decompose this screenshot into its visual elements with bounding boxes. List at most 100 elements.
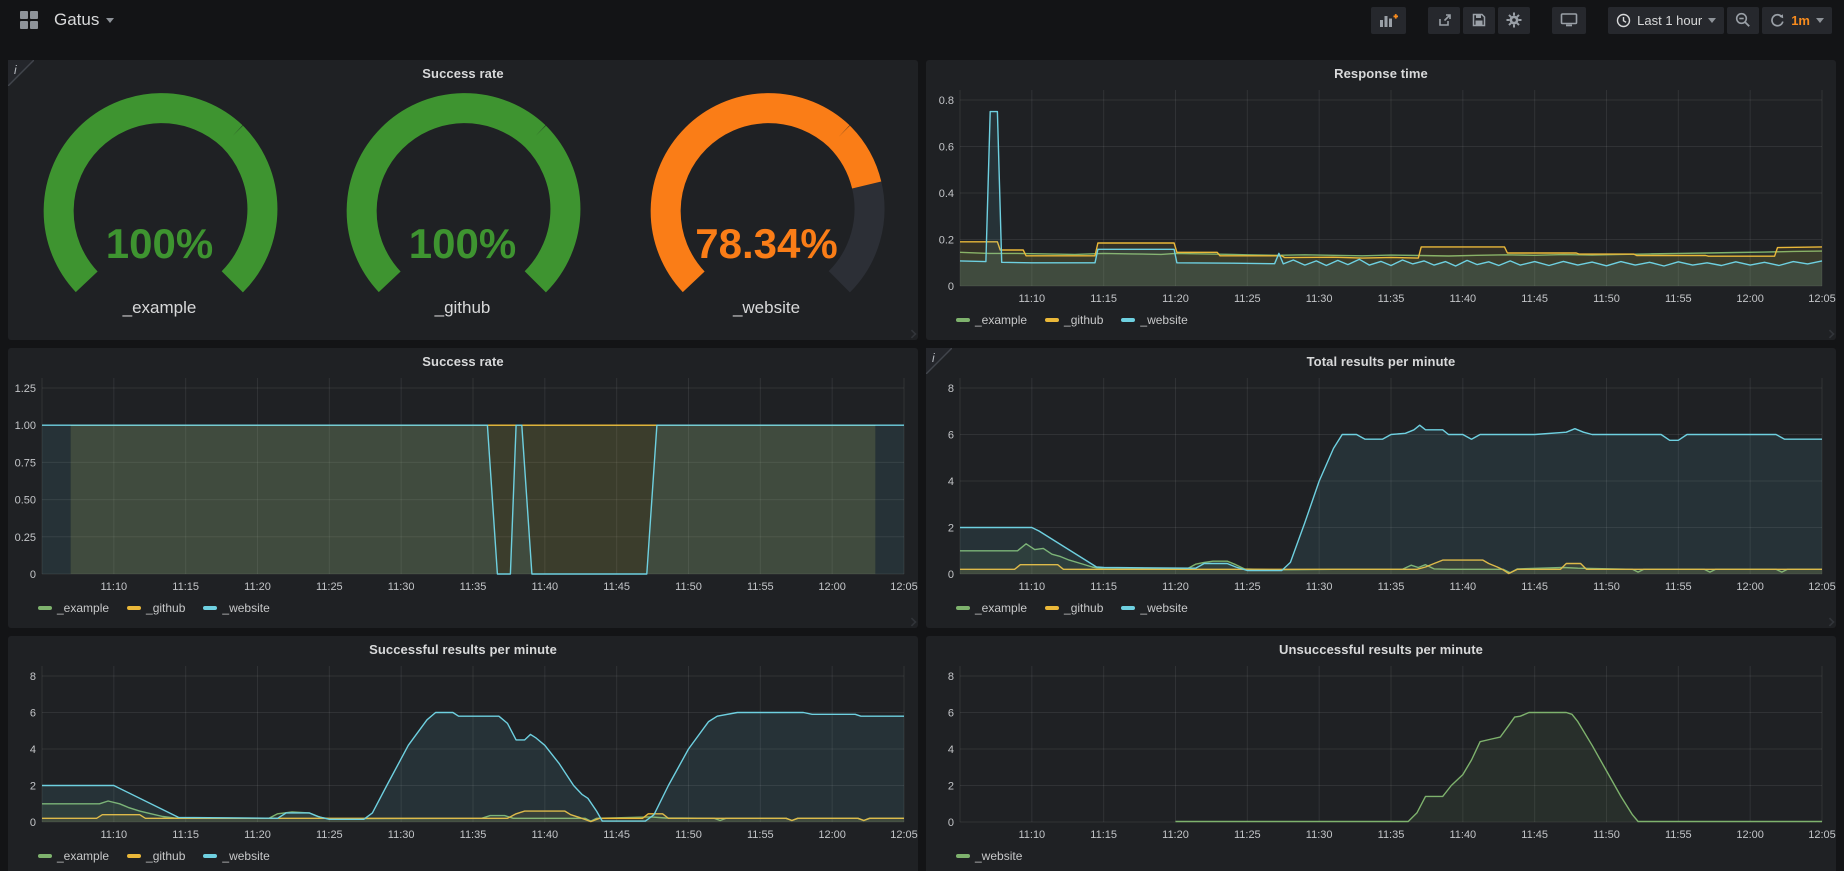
panel-success-rate-graph: Success rate 1.251.000.750.500.25011:101… bbox=[8, 348, 918, 628]
x-axis-tick: 11:10 bbox=[1018, 829, 1045, 841]
x-axis-tick: 11:50 bbox=[1593, 829, 1620, 841]
x-axis-tick: 11:55 bbox=[747, 829, 774, 841]
settings-button[interactable] bbox=[1498, 7, 1530, 34]
x-axis-tick: 11:35 bbox=[1378, 293, 1405, 305]
x-axis-tick: 11:15 bbox=[172, 829, 199, 841]
legend-item-_github[interactable]: _github bbox=[127, 601, 185, 615]
x-axis-tick: 11:30 bbox=[1306, 581, 1333, 593]
x-axis-tick: 11:50 bbox=[675, 581, 702, 593]
y-axis-tick: 2 bbox=[948, 523, 954, 535]
legend-item-_website[interactable]: _website bbox=[1121, 601, 1187, 615]
save-button[interactable] bbox=[1463, 7, 1495, 34]
x-axis-tick: 11:10 bbox=[1018, 581, 1045, 593]
time-range-picker[interactable]: Last 1 hour bbox=[1608, 7, 1724, 34]
legend-item-_website[interactable]: _website bbox=[1121, 313, 1187, 327]
legend-label: _example bbox=[57, 601, 109, 615]
x-axis-tick: 12:05 bbox=[1808, 581, 1836, 593]
x-axis-tick: 11:15 bbox=[1090, 293, 1117, 305]
clock-icon bbox=[1616, 13, 1631, 28]
y-axis-tick: 6 bbox=[948, 708, 954, 720]
legend-item-_website[interactable]: _website bbox=[203, 601, 269, 615]
y-axis-tick: 4 bbox=[30, 744, 36, 756]
y-axis-tick: 0.75 bbox=[15, 457, 36, 469]
legend-swatch bbox=[1045, 606, 1059, 610]
legend-label: _website bbox=[222, 601, 269, 615]
legend-swatch bbox=[38, 606, 52, 610]
chart-svg: 8642011:1011:1511:2011:2511:3011:3511:40… bbox=[926, 348, 1836, 628]
panel-resize-handle[interactable] bbox=[907, 329, 916, 338]
legend-swatch bbox=[956, 606, 970, 610]
legend-item-_website[interactable]: _website bbox=[956, 849, 1022, 863]
legend-item-_example[interactable]: _example bbox=[956, 313, 1027, 327]
y-axis-tick: 0.2 bbox=[939, 235, 954, 247]
legend-item-_github[interactable]: _github bbox=[1045, 601, 1103, 615]
gauge-svg: 100%_github bbox=[311, 86, 614, 321]
x-axis-tick: 11:35 bbox=[1378, 829, 1405, 841]
x-axis-tick: 11:30 bbox=[388, 829, 415, 841]
refresh-picker[interactable]: 1m bbox=[1762, 7, 1832, 34]
gauge-_website: 78.34%_website bbox=[615, 86, 918, 321]
legend-item-_example[interactable]: _example bbox=[38, 849, 109, 863]
x-axis-tick: 11:40 bbox=[531, 829, 558, 841]
legend-item-_example[interactable]: _example bbox=[38, 601, 109, 615]
x-axis-tick: 11:45 bbox=[1521, 829, 1548, 841]
x-axis-tick: 12:05 bbox=[1808, 829, 1836, 841]
gauge-value: 100% bbox=[106, 220, 213, 267]
panel-success-rate-gauges: i Success rate 100%_example100%_github78… bbox=[8, 60, 918, 340]
x-axis-tick: 12:05 bbox=[890, 581, 918, 593]
gauge-label: _website bbox=[732, 298, 800, 317]
x-axis-tick: 11:40 bbox=[1449, 829, 1476, 841]
dashboard-title[interactable]: Gatus bbox=[54, 10, 114, 30]
x-axis-tick: 12:00 bbox=[1736, 829, 1764, 841]
series-fill-_website bbox=[960, 425, 1822, 574]
y-axis-tick: 0 bbox=[30, 569, 36, 581]
x-axis-tick: 11:45 bbox=[1521, 293, 1548, 305]
legend-item-_example[interactable]: _example bbox=[956, 601, 1027, 615]
panel-title[interactable]: Success rate bbox=[8, 66, 918, 81]
time-range-label: Last 1 hour bbox=[1637, 13, 1702, 28]
x-axis-tick: 12:00 bbox=[818, 581, 846, 593]
apps-grid-icon[interactable] bbox=[20, 11, 38, 29]
chart-canvas: 8642011:1011:1511:2011:2511:3011:3511:40… bbox=[926, 348, 1836, 628]
magnifier-minus-icon bbox=[1735, 12, 1751, 28]
x-axis-tick: 11:25 bbox=[1234, 581, 1261, 593]
x-axis-tick: 11:15 bbox=[172, 581, 199, 593]
legend-label: _github bbox=[146, 849, 185, 863]
y-axis-tick: 0 bbox=[948, 817, 954, 829]
bar-chart-plus-icon bbox=[1379, 12, 1398, 28]
y-axis-tick: 1.00 bbox=[15, 420, 36, 432]
legend-swatch bbox=[1121, 606, 1135, 610]
share-button[interactable] bbox=[1428, 7, 1460, 34]
add-panel-button[interactable] bbox=[1371, 7, 1406, 34]
legend-item-_github[interactable]: _github bbox=[127, 849, 185, 863]
chart-svg: 1.251.000.750.500.25011:1011:1511:2011:2… bbox=[8, 348, 918, 628]
legend-item-_github[interactable]: _github bbox=[1045, 313, 1103, 327]
chevron-down-icon bbox=[1708, 18, 1716, 23]
x-axis-tick: 11:25 bbox=[316, 581, 343, 593]
legend-label: _example bbox=[975, 313, 1027, 327]
chart-legend: _example _github _website bbox=[956, 601, 1188, 615]
x-axis-tick: 11:40 bbox=[1449, 293, 1476, 305]
legend-item-_website[interactable]: _website bbox=[203, 849, 269, 863]
chart-legend: _website bbox=[956, 849, 1022, 863]
legend-swatch bbox=[203, 854, 217, 858]
y-axis-tick: 0.8 bbox=[939, 95, 954, 107]
share-arrow-icon bbox=[1436, 12, 1452, 28]
chart-svg: 8642011:1011:1511:2011:2511:3011:3511:40… bbox=[926, 636, 1836, 871]
y-axis-tick: 0.25 bbox=[15, 532, 36, 544]
x-axis-tick: 12:05 bbox=[890, 829, 918, 841]
x-axis-tick: 11:40 bbox=[531, 581, 558, 593]
panel-response-time: Response time 0.80.60.40.2011:1011:1511:… bbox=[926, 60, 1836, 340]
legend-swatch bbox=[1121, 318, 1135, 322]
tv-mode-button[interactable] bbox=[1552, 7, 1586, 34]
zoom-out-button[interactable] bbox=[1727, 7, 1759, 34]
series-fill-_website bbox=[1176, 713, 1823, 823]
legend-label: _website bbox=[222, 849, 269, 863]
x-axis-tick: 11:35 bbox=[460, 581, 487, 593]
x-axis-tick: 11:10 bbox=[100, 581, 127, 593]
x-axis-tick: 11:55 bbox=[747, 581, 774, 593]
panel-successful-results: Successful results per minute 8642011:10… bbox=[8, 636, 918, 871]
x-axis-tick: 11:15 bbox=[1090, 829, 1117, 841]
x-axis-tick: 11:10 bbox=[100, 829, 127, 841]
y-axis-tick: 8 bbox=[30, 671, 36, 683]
